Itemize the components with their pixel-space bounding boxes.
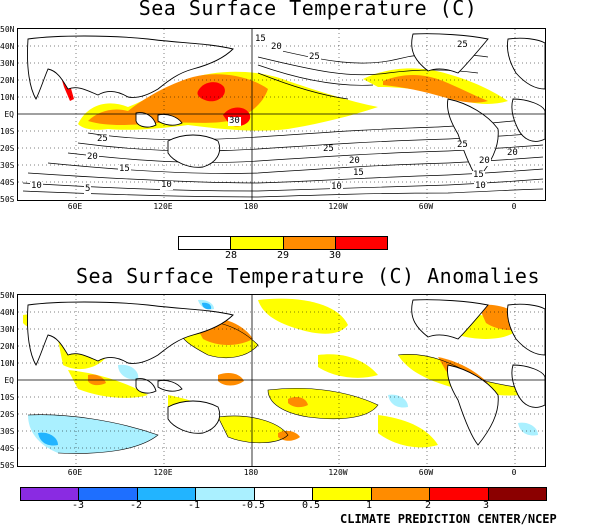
lon-label: 60W bbox=[418, 468, 434, 477]
colorbar-swatch bbox=[137, 488, 197, 500]
colorbar-swatch bbox=[79, 488, 138, 500]
lat-label: 30N bbox=[0, 325, 15, 334]
lat-label: 40S bbox=[0, 444, 15, 453]
lat-label: EQ bbox=[4, 376, 14, 385]
lon-label: 120E bbox=[153, 468, 173, 477]
colorbar-swatch bbox=[231, 237, 284, 249]
colorbar-swatch bbox=[283, 237, 336, 249]
colorbar-tick: -3 bbox=[71, 500, 85, 511]
lon-label: 120W bbox=[328, 468, 348, 477]
sst-29-caribbean bbox=[383, 75, 488, 103]
anom-negative-strong bbox=[38, 302, 212, 446]
lon-label: 60E bbox=[67, 468, 83, 477]
lon-label: 120E bbox=[153, 202, 173, 211]
colorbar-swatch bbox=[254, 488, 314, 500]
lat-label: 10N bbox=[0, 93, 15, 102]
lat-label: 50N bbox=[0, 25, 15, 34]
contour-label: 25 bbox=[456, 140, 469, 150]
colorbar-tick: 30 bbox=[328, 250, 342, 261]
contour-label: 20 bbox=[478, 156, 491, 166]
contour-label: 15 bbox=[352, 168, 365, 178]
contour-label: 10 bbox=[330, 182, 343, 192]
contour-label: 25 bbox=[308, 52, 321, 62]
colorbar-tick: 29 bbox=[276, 250, 290, 261]
lat-label: 50N bbox=[0, 291, 15, 300]
colorbar-swatch bbox=[313, 488, 372, 500]
colorbar-tick: -0.5 bbox=[240, 500, 266, 511]
colorbar-swatch bbox=[488, 488, 546, 500]
lat-label: 50S bbox=[0, 195, 15, 204]
sst-map: 15 20 25 25 25 25 20 20 15 15 10 10 10 5… bbox=[17, 28, 546, 201]
lon-label: 0 bbox=[511, 468, 517, 477]
contour-label: 25 bbox=[456, 40, 469, 50]
lat-label: 20S bbox=[0, 410, 15, 419]
contour-label: 30 bbox=[228, 116, 241, 126]
lon-label: 0 bbox=[511, 202, 517, 211]
contour-label: 10 bbox=[160, 180, 173, 190]
lat-label: EQ bbox=[4, 110, 14, 119]
lon-label: 60W bbox=[418, 202, 434, 211]
contour-label: 20 bbox=[348, 156, 361, 166]
contour-label: 25 bbox=[96, 134, 109, 144]
lat-label: 50S bbox=[0, 461, 15, 470]
contour-label: 20 bbox=[270, 42, 283, 52]
colorbar-tick: 3 bbox=[482, 500, 490, 511]
credit-label: CLIMATE PREDICTION CENTER/NCEP bbox=[340, 512, 557, 526]
colorbar-swatch bbox=[21, 488, 80, 500]
contour-label: 15 bbox=[118, 164, 131, 174]
lat-label: 10N bbox=[0, 359, 15, 368]
contour-label: 15 bbox=[254, 34, 267, 44]
contour-label: 5 bbox=[84, 184, 92, 194]
colorbar-swatch bbox=[371, 488, 431, 500]
lon-label: 120W bbox=[328, 202, 348, 211]
contour-label: 15 bbox=[472, 170, 485, 180]
lat-label: 20N bbox=[0, 76, 15, 85]
colorbar-swatch bbox=[430, 488, 489, 500]
colorbar-tick: 28 bbox=[224, 250, 238, 261]
colorbar-swatch bbox=[335, 237, 387, 249]
contour-label: 10 bbox=[474, 181, 487, 191]
anom-colorbar bbox=[20, 487, 547, 501]
colorbar-tick: 2 bbox=[424, 500, 432, 511]
contour-label: 20 bbox=[86, 152, 99, 162]
anom-map-canvas bbox=[18, 295, 545, 466]
colorbar-swatch bbox=[196, 488, 255, 500]
lon-label: 60E bbox=[67, 202, 83, 211]
contour-label: 20 bbox=[506, 148, 519, 158]
sst-30-region bbox=[197, 82, 225, 102]
lat-label: 40N bbox=[0, 308, 15, 317]
anom-grid bbox=[18, 295, 545, 466]
sst-colorbar bbox=[178, 236, 388, 250]
lat-label: 30S bbox=[0, 427, 15, 436]
lat-label: 30S bbox=[0, 161, 15, 170]
colorbar-swatch bbox=[179, 237, 232, 249]
lat-label: 20N bbox=[0, 342, 15, 351]
lat-label: 40S bbox=[0, 178, 15, 187]
anom-title: Sea Surface Temperature (C) Anomalies bbox=[75, 264, 541, 288]
contour-label: 25 bbox=[322, 144, 335, 154]
lat-label: 10S bbox=[0, 127, 15, 136]
lat-label: 40N bbox=[0, 42, 15, 51]
colorbar-tick: 1 bbox=[365, 500, 373, 511]
lat-label: 30N bbox=[0, 59, 15, 68]
lat-label: 10S bbox=[0, 393, 15, 402]
lon-label: 180 bbox=[243, 202, 259, 211]
colorbar-tick: -1 bbox=[187, 500, 201, 511]
anom-map bbox=[17, 294, 546, 467]
anom-land bbox=[27, 299, 545, 446]
colorbar-tick: -2 bbox=[129, 500, 143, 511]
sst-grid bbox=[18, 29, 545, 200]
colorbar-tick: 0.5 bbox=[301, 500, 321, 511]
lon-label: 180 bbox=[243, 468, 259, 477]
contour-label: 10 bbox=[30, 181, 43, 191]
sst-map-canvas bbox=[18, 29, 545, 200]
lat-label: 20S bbox=[0, 144, 15, 153]
sst-title: Sea Surface Temperature (C) bbox=[138, 0, 478, 20]
